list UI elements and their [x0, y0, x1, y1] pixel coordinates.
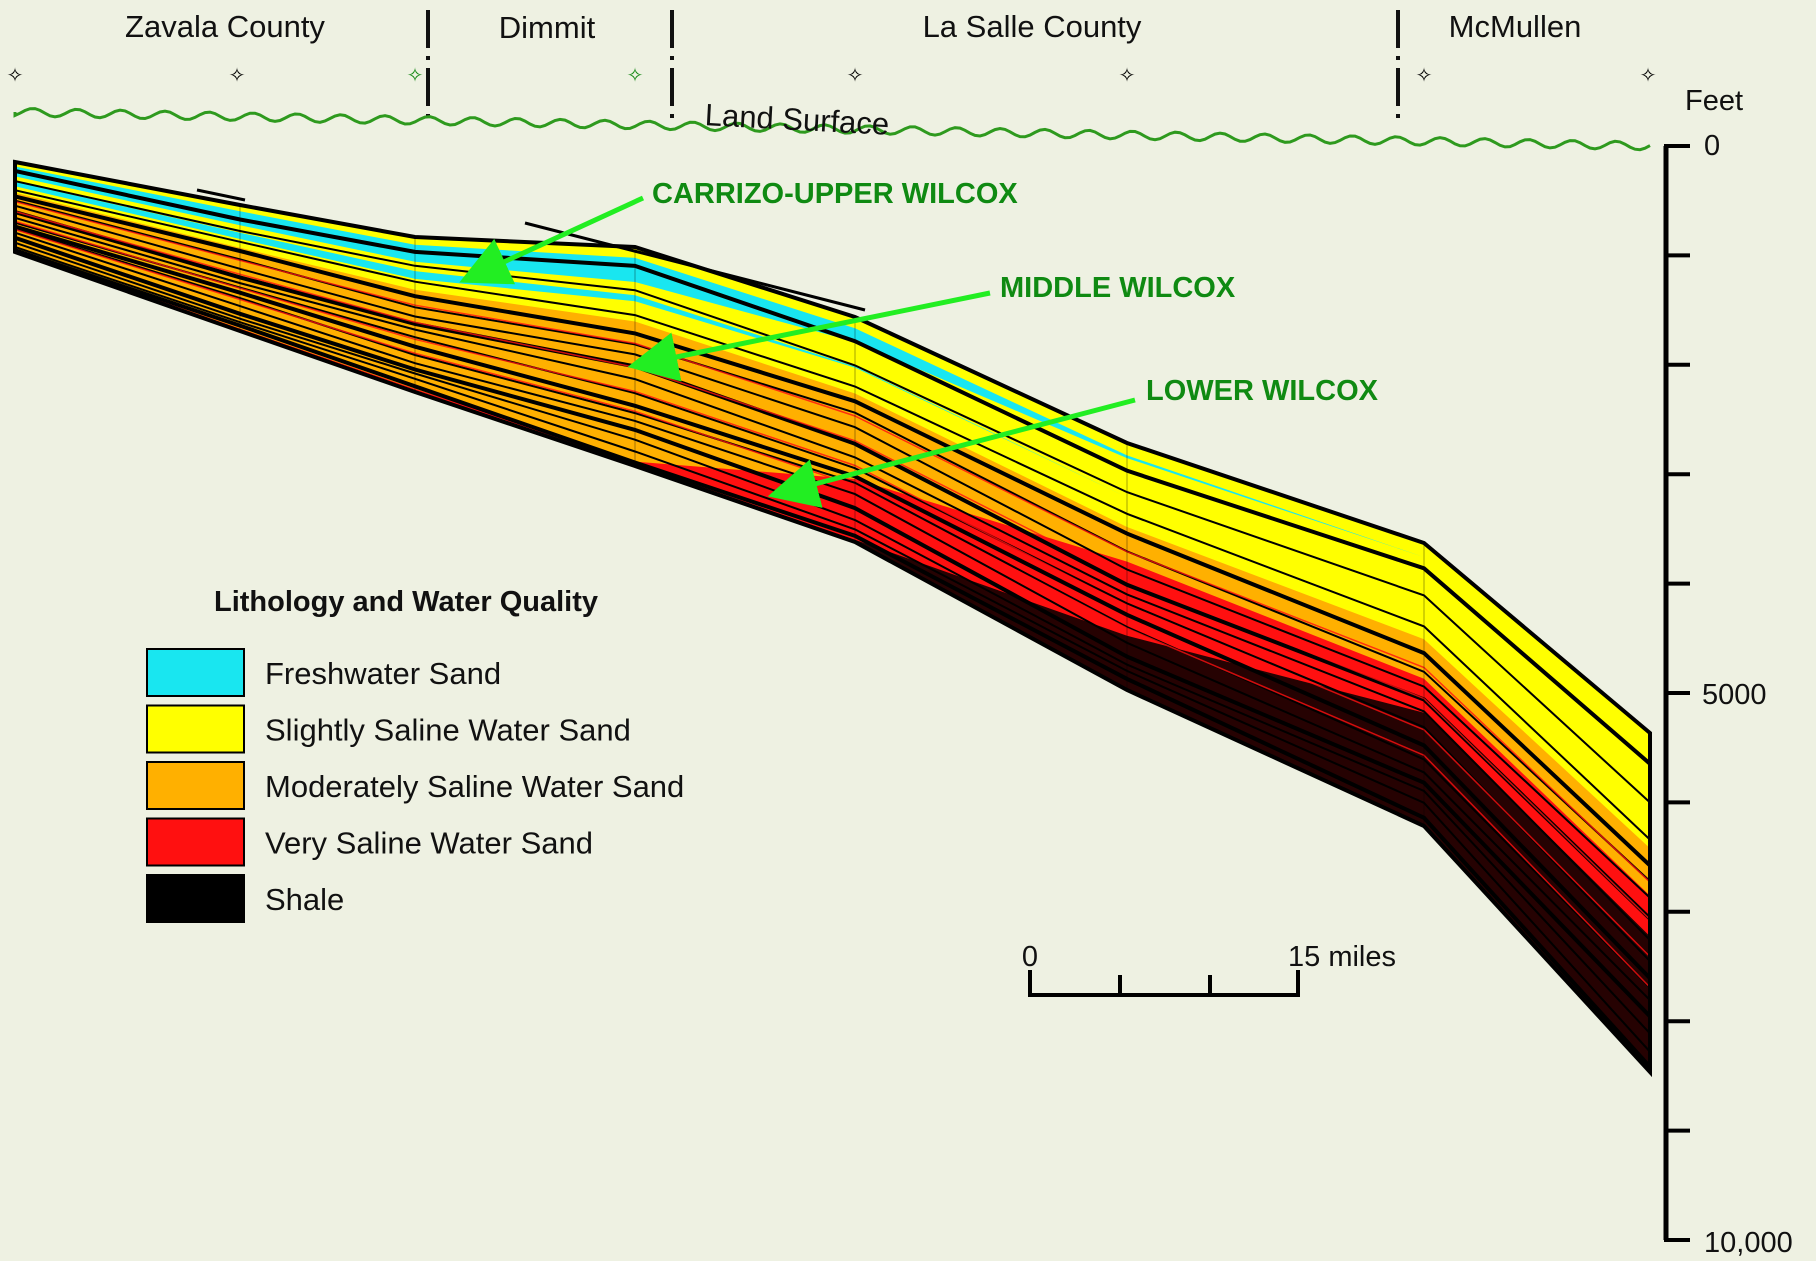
axis-unit-label: Feet [1685, 85, 1743, 117]
shale-bed-line [15, 241, 1650, 1035]
shale-bed-line [15, 189, 1650, 841]
arrow-lower-wilcox [767, 397, 1136, 508]
well-marker-icon: ✧ [847, 65, 864, 87]
axis-label-0: 0 [1704, 130, 1720, 162]
overlap-line [524, 221, 866, 312]
unit-label-carrizo-upper-wilcox: CARRIZO-UPPER WILCOX [652, 178, 1018, 210]
shale-bed-line [15, 169, 1650, 766]
unit-annotations: CARRIZO-UPPER WILCOX MIDDLE WILCOX LOWER… [459, 178, 1379, 508]
axis-ticks [1664, 144, 1690, 1242]
unit-label-middle-wilcox: MIDDLE WILCOX [1000, 272, 1236, 304]
legend: Lithology and Water Quality Freshwater S… [146, 586, 684, 923]
legend-swatch [146, 817, 245, 867]
legend-swatch [146, 874, 245, 923]
well-marker-icon: ✧ [7, 65, 24, 87]
county-label-zavala: Zavala County [125, 9, 325, 44]
county-label-dimmit: Dimmit [499, 10, 596, 45]
shale-bed-line [15, 194, 1650, 867]
depth-axis: Feet 0 5000 10,000 [1663, 85, 1793, 1259]
shale-bed-line [15, 235, 1650, 1018]
legend-item-label: Freshwater Sand [265, 656, 501, 691]
scale-bar-start-label: 0 [1022, 941, 1038, 973]
land-surface-line [13, 107, 1651, 152]
arrow-middle-wilcox [627, 290, 991, 382]
axis-label-5000: 5000 [1702, 679, 1767, 711]
well-markers: ✧ ✧ ✧ ✧ ✧ ✧ ✧ ✧ [7, 65, 1657, 87]
slightly-saline-zone [15, 162, 1650, 849]
saline-streak-line [15, 210, 1650, 921]
axis-label-10000: 10,000 [1704, 1227, 1793, 1259]
saline-streak-line [15, 220, 1650, 958]
shale-bed-line [15, 216, 1650, 941]
well-marker-icon: ✧ [1640, 65, 1657, 87]
legend-swatch [146, 704, 245, 754]
well-marker-icon: ✧ [407, 65, 424, 87]
shale-bed-line [15, 246, 1650, 1053]
legend-item-label: Moderately Saline Water Sand [265, 769, 684, 804]
shale-bed-line [15, 248, 1650, 1069]
saline-streak-line [15, 228, 1650, 988]
overlap-line-left [196, 188, 246, 202]
legend-items: Freshwater Sand Slightly Saline Water San… [146, 648, 684, 923]
arrow-carrizo [459, 195, 645, 285]
shale-bed-line [15, 221, 1650, 962]
legend-item-label: Slightly Saline Water Sand [265, 713, 631, 748]
county-label-mcmullen: McMullen [1449, 9, 1582, 44]
shale-bed-line [15, 231, 1650, 1001]
legend-swatch [146, 648, 245, 697]
saline-streak-line [15, 200, 1650, 883]
county-label-la-salle: La Salle County [923, 9, 1142, 44]
shale-bed-line [15, 210, 1650, 921]
section-outline [13, 159, 1652, 1078]
scale-bar-line [1028, 970, 1300, 997]
legend-title: Lithology and Water Quality [214, 586, 598, 618]
well-marker-icon: ✧ [1416, 65, 1433, 87]
scale-bar: 0 15 miles [1022, 941, 1396, 997]
scale-bar-end-label: 15 miles [1288, 941, 1396, 973]
section-layers [15, 162, 1650, 1072]
legend-swatch [146, 761, 245, 810]
county-boundaries [426, 10, 1400, 124]
well-marker-icon: ✧ [229, 65, 246, 87]
unit-label-lower-wilcox: LOWER WILCOX [1146, 375, 1379, 407]
legend-item-label: Shale [265, 882, 344, 917]
well-marker-icon: ✧ [627, 65, 644, 87]
shale-bed-line [15, 224, 1650, 980]
well-marker-icon: ✧ [1119, 65, 1136, 87]
shale-bed-line [15, 204, 1650, 899]
land-surface-label: Land Surface [704, 97, 890, 142]
geologic-section [13, 159, 1652, 1078]
legend-item-label: Very Saline Water Sand [265, 826, 593, 861]
shale-bed-line [15, 180, 1650, 804]
